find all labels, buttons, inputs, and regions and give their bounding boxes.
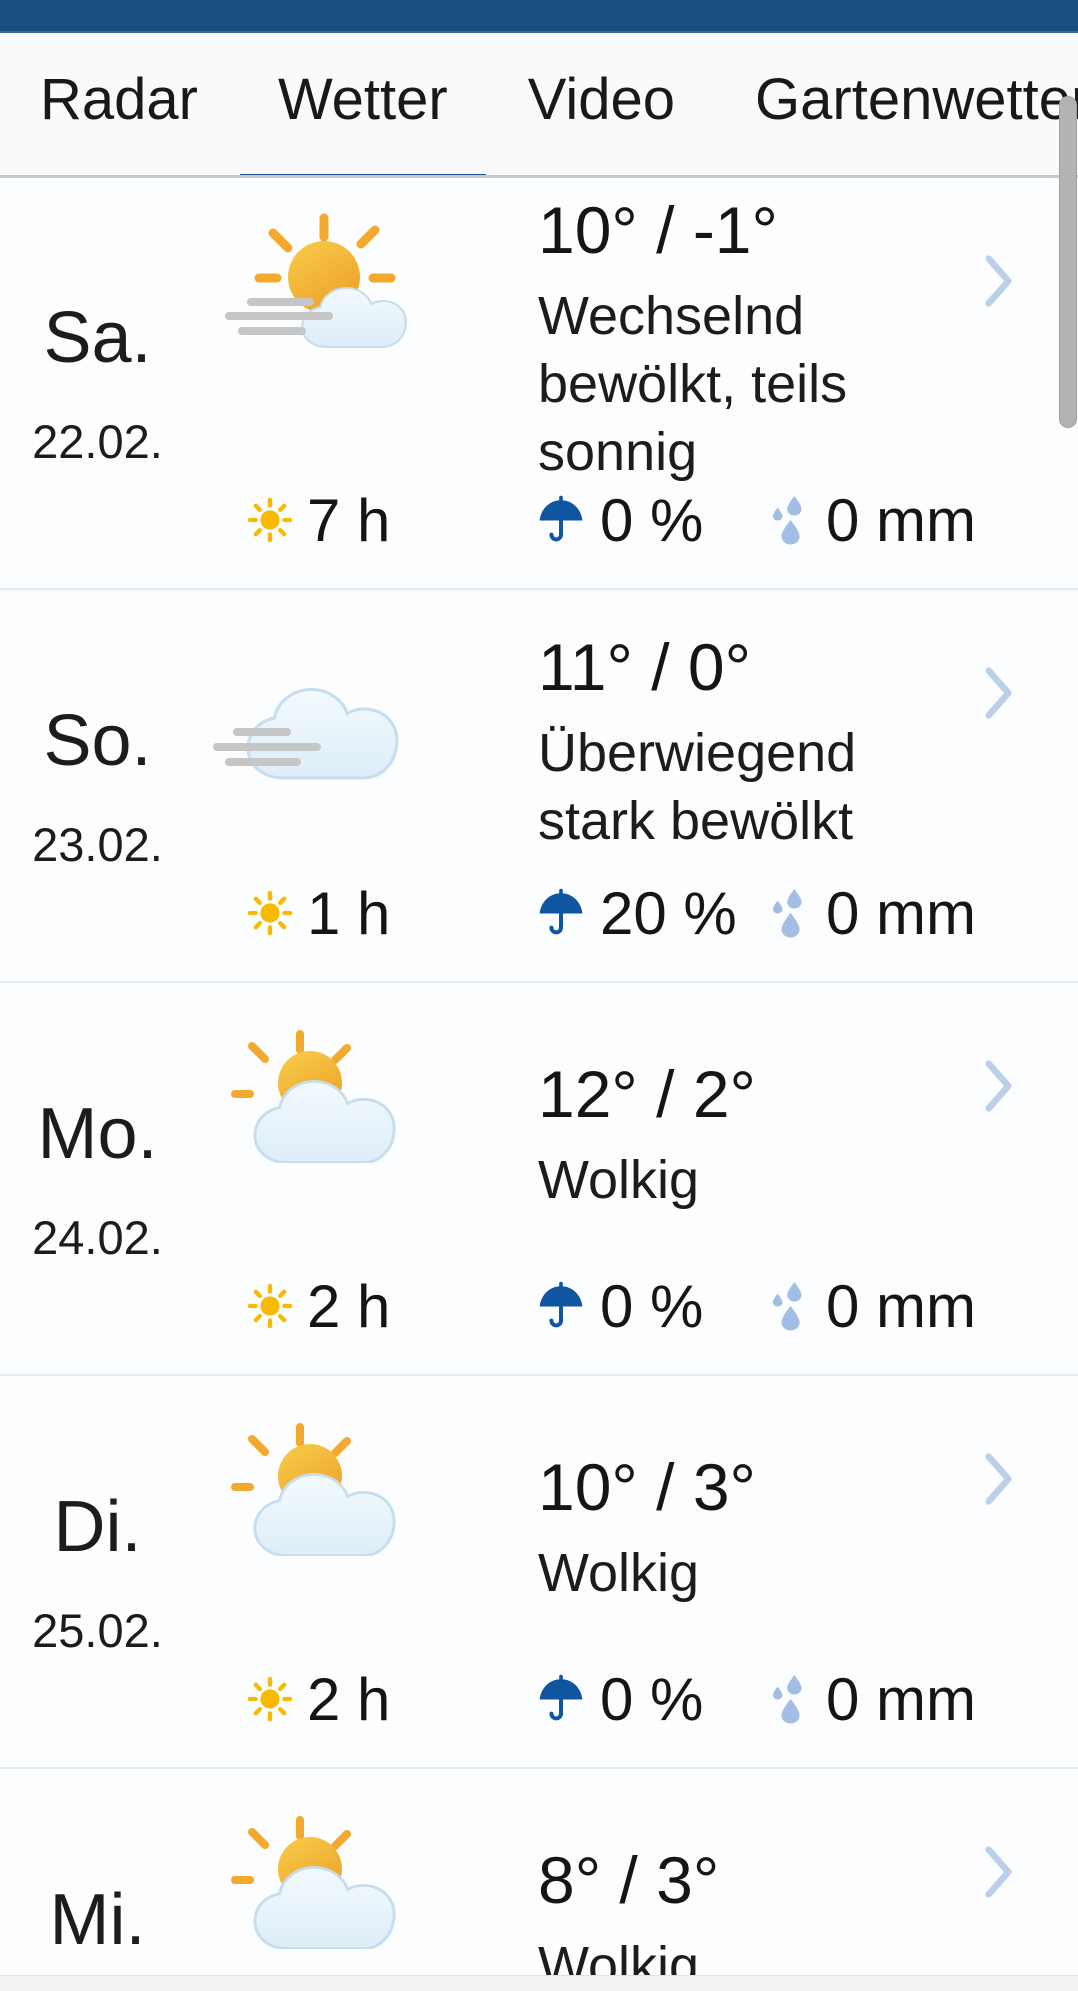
day-column: Sa. 22.02. [0, 178, 195, 498]
tab-video[interactable]: Video [490, 33, 713, 175]
day-column: Mi. [0, 1769, 195, 1991]
stats-line: 2 h 0 % [0, 1272, 1078, 1340]
stats-line: 2 h 0 % [0, 1665, 1078, 1733]
forecast-row-mo[interactable]: Mo. 24.02. 12° / 2° Wolkig [0, 981, 1078, 1374]
day-column: So. 23.02. [0, 590, 195, 891]
condition-column: 10° / -1° Wechselnd bewölkt, teils sonni… [538, 178, 968, 498]
sun-hours: 1 h [247, 879, 391, 947]
tab-wetter[interactable]: Wetter [239, 33, 486, 175]
day-label: Mi. [49, 1879, 146, 1960]
condition-column: 12° / 2° Wolkig [538, 983, 968, 1284]
sun-hours-value: 1 h [307, 879, 391, 947]
date-label: 24.02. [32, 1210, 163, 1264]
umbrella-icon [536, 495, 586, 545]
umbrella-icon [536, 888, 586, 938]
rain-probability: 0 % [536, 486, 704, 554]
condition-text: Überwiegend stark bewölkt [538, 722, 857, 851]
raindrops-icon [770, 888, 812, 938]
raindrops-icon [770, 495, 812, 545]
tab-bar: Radar Wetter Video Gartenwetter [0, 33, 1078, 178]
sun-cloud-wind-icon [205, 213, 415, 353]
chevron-right-icon[interactable] [984, 1844, 1014, 1900]
chevron-right-icon[interactable] [984, 665, 1014, 721]
sun-hours-value: 2 h [307, 1272, 391, 1340]
sun-hours: 2 h [247, 1665, 391, 1733]
date-label: 23.02. [32, 817, 163, 871]
rain-probability: 0 % [536, 1665, 704, 1733]
day-label: Sa. [43, 298, 152, 378]
day-label: Mo. [37, 1093, 158, 1174]
forecast-row-mi[interactable]: Mi. 8° / 3° Wolkig [0, 1767, 1078, 1991]
precipitation: 0 mm [770, 486, 976, 554]
sun-behind-cloud-icon [230, 1028, 400, 1163]
sun-icon [247, 1676, 293, 1722]
temperature: 10° / -1° [538, 193, 778, 267]
forecast-row-di[interactable]: Di. 25.02. 10° / 3° Wolkig [0, 1374, 1078, 1767]
scrollbar-thumb[interactable] [1059, 96, 1077, 428]
tab-gartenwetter[interactable]: Gartenwetter [717, 33, 1078, 175]
rain-probability-value: 20 % [600, 879, 737, 947]
precipitation: 0 mm [770, 1272, 976, 1340]
precipitation-value: 0 mm [826, 879, 976, 947]
temperature: 8° / 3° [538, 1842, 720, 1917]
date-label: 25.02. [32, 1603, 163, 1657]
condition-text: Wolkig [538, 1149, 700, 1210]
sun-behind-cloud-icon [230, 1814, 400, 1949]
precipitation-value: 0 mm [826, 1665, 976, 1733]
raindrops-icon [770, 1674, 812, 1724]
raindrops-icon [770, 1281, 812, 1331]
condition-column: 10° / 3° Wolkig [538, 1376, 968, 1677]
sun-hours-value: 2 h [307, 1665, 391, 1733]
condition-column: 8° / 3° Wolkig [538, 1769, 968, 1991]
chevron-right-icon[interactable] [984, 1058, 1014, 1114]
day-label: Di. [53, 1486, 142, 1567]
temperature: 11° / 0° [538, 629, 752, 704]
umbrella-icon [536, 1281, 586, 1331]
date-label: 22.02. [32, 415, 163, 468]
condition-column: 11° / 0° Überwiegend stark bewölkt [538, 590, 968, 891]
tab-label: Radar [40, 66, 198, 132]
rain-probability: 0 % [536, 1272, 704, 1340]
forecast-row-sa[interactable]: Sa. 22.02. [0, 178, 1078, 588]
umbrella-icon [536, 1674, 586, 1724]
forecast-row-so[interactable]: So. 23.02. 11° / 0° Überwiegend stark be… [0, 588, 1078, 981]
chevron-right-icon[interactable] [984, 253, 1014, 309]
precipitation: 0 mm [770, 1665, 976, 1733]
browser-top-bar [0, 0, 1078, 33]
day-column: Mo. 24.02. [0, 983, 195, 1284]
rain-probability: 20 % [536, 879, 737, 947]
sun-hours: 7 h [247, 486, 391, 554]
sun-icon [247, 497, 293, 543]
stats-line: 7 h 0 % [0, 486, 1078, 554]
next-section-edge [0, 1975, 1078, 1991]
sun-hours: 2 h [247, 1272, 391, 1340]
temperature: 10° / 3° [538, 1449, 756, 1524]
active-tab-underline [239, 174, 486, 175]
tab-label: Wetter [277, 66, 448, 132]
condition-text: Wolkig [538, 1542, 700, 1603]
sun-icon [247, 1283, 293, 1329]
rain-probability-value: 0 % [600, 486, 704, 554]
precipitation-value: 0 mm [826, 1272, 976, 1340]
rain-probability-value: 0 % [600, 1665, 704, 1733]
sun-icon [247, 890, 293, 936]
precipitation-value: 0 mm [826, 486, 976, 554]
tab-label: Video [527, 66, 676, 132]
sun-behind-cloud-icon [230, 1421, 400, 1556]
tab-radar[interactable]: Radar [2, 33, 236, 175]
day-label: So. [43, 700, 152, 781]
chevron-right-icon[interactable] [984, 1451, 1014, 1507]
cloud-wind-icon [212, 685, 402, 780]
forecast-list: Sa. 22.02. [0, 178, 1078, 1991]
stats-line: 1 h 20 % [0, 879, 1078, 947]
temperature: 12° / 2° [538, 1056, 756, 1131]
rain-probability-value: 0 % [600, 1272, 704, 1340]
condition-text: Wechselnd bewölkt, teils sonnig [538, 286, 848, 482]
day-column: Di. 25.02. [0, 1376, 195, 1677]
precipitation: 0 mm [770, 879, 976, 947]
sun-hours-value: 7 h [307, 486, 391, 554]
tab-label: Gartenwetter [755, 66, 1078, 132]
